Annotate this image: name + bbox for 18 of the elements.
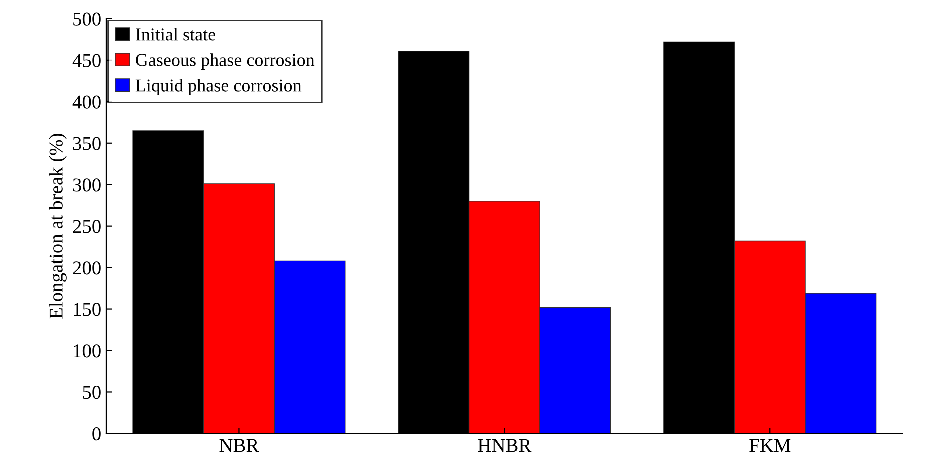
y-tick-label: 400 <box>72 96 101 109</box>
y-tick-label: 150 <box>74 303 101 316</box>
x-tick-label: FKM <box>750 439 791 452</box>
legend-label: Initial state <box>136 28 216 41</box>
legend-label: Gaseous phase corrosion <box>136 54 315 70</box>
y-tick-label: 350 <box>73 137 101 150</box>
y-axis-title: Elongation at break (%) <box>49 134 67 319</box>
y-tick-label: 450 <box>72 54 101 68</box>
y-tick-label: 250 <box>73 220 101 234</box>
y-tick-label: 50 <box>83 386 101 400</box>
y-tick-label: 0 <box>92 428 101 441</box>
y-tick-label: 100 <box>74 344 101 358</box>
y-tick-label: 200 <box>73 262 101 275</box>
y-tick-label: 300 <box>73 178 101 192</box>
x-tick-label: NBR <box>220 439 260 452</box>
x-tick-label: HNBR <box>478 439 532 452</box>
legend-label: Liquid phase corrosion <box>136 79 302 96</box>
y-tick-label: 500 <box>74 12 101 26</box>
